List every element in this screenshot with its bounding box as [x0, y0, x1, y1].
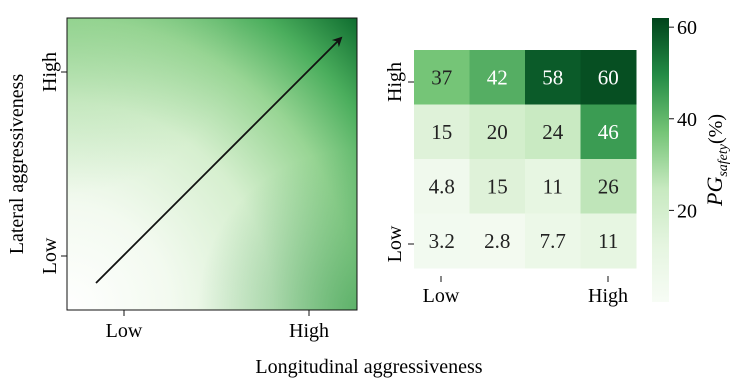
- heatmap-cell: [414, 213, 470, 269]
- heatmap-cell: [469, 104, 526, 160]
- heatmap-cell: [580, 104, 637, 160]
- heatmap-cell: [525, 159, 581, 214]
- heatmap-cell-value: 11: [543, 174, 563, 198]
- colorbar-label-main: PG: [702, 177, 727, 207]
- heatmap-cell-value: 4.8: [429, 174, 455, 198]
- heatmap-cell-value: 20: [487, 120, 508, 144]
- heatmap-cell-value: 11: [598, 229, 618, 253]
- heatmap-cell: [469, 213, 526, 269]
- heatmap-cell: [469, 159, 526, 214]
- colorbar-label-unit: (%): [705, 114, 727, 144]
- colorbar-bar: [652, 18, 669, 302]
- heatmap-cell-value: 2.8: [484, 229, 510, 253]
- x-axis-label: Longitudinal aggressiveness: [255, 356, 482, 378]
- left-panel: Low High High Low Lateral aggressiveness: [6, 17, 358, 342]
- gradient-overlay-bottom-right: [67, 18, 357, 310]
- heatmap-cell: [580, 50, 637, 105]
- heatmap-cell: [580, 213, 637, 269]
- right-y-tick-low: Low: [384, 225, 406, 262]
- trend-arrow: [95, 36, 343, 284]
- heatmap-cell-value: 58: [542, 65, 563, 89]
- heatmap-cell-value: 3.2: [429, 229, 455, 253]
- colorbar-ticks: 20 40 60: [669, 17, 697, 222]
- right-y-tick-high: High: [384, 62, 406, 102]
- colorbar-tick-label: 40: [677, 109, 697, 131]
- heatmap-cell-value: 7.7: [540, 229, 566, 253]
- left-x-tick-low: Low: [106, 320, 143, 342]
- colorbar: 20 40 60 PGsafety(%): [652, 17, 731, 302]
- left-y-tick-low: Low: [39, 237, 61, 274]
- heatmap-cell: [525, 50, 581, 105]
- heatmap-cell: [469, 50, 526, 105]
- heatmap-cell: [525, 213, 581, 269]
- heatmap-cell-value: 15: [431, 120, 452, 144]
- heatmap-cell: [414, 159, 470, 214]
- heatmap-cell: [414, 50, 470, 105]
- heatmap-cell-value: 15: [487, 174, 508, 198]
- heatmap-cell: [525, 104, 581, 160]
- right-heatmap-axes: Low High High Low: [384, 62, 628, 307]
- colorbar-tick-label: 60: [677, 17, 697, 39]
- left-x-tick-high: High: [289, 320, 329, 342]
- y-axis-label: Lateral aggressiveness: [6, 74, 28, 255]
- colorbar-label-sub: safety: [716, 143, 731, 176]
- heatmap-cell-value: 24: [542, 120, 564, 144]
- heatmap-cell-value: 60: [598, 65, 619, 89]
- right-x-tick-low: Low: [423, 285, 460, 307]
- heatmap-cell-value: 37: [431, 65, 452, 89]
- heatmap-cell: [580, 159, 637, 214]
- colorbar-label: PGsafety(%): [702, 114, 731, 207]
- heatmap-cell-value: 26: [598, 174, 619, 198]
- heatmap-cell-value: 42: [487, 65, 508, 89]
- left-panel-frame: [66, 17, 358, 311]
- heatmap-cell: [414, 104, 470, 160]
- colorbar-tick-label: 20: [677, 200, 697, 222]
- right-heatmap: 37 42 58 60 15 20 24 46 4.8 15 11 26 3.2 2.8 7.7 11: [414, 50, 637, 269]
- right-x-tick-high: High: [588, 285, 628, 307]
- left-y-tick-high: High: [39, 52, 61, 92]
- heatmap-cell-value: 46: [598, 120, 619, 144]
